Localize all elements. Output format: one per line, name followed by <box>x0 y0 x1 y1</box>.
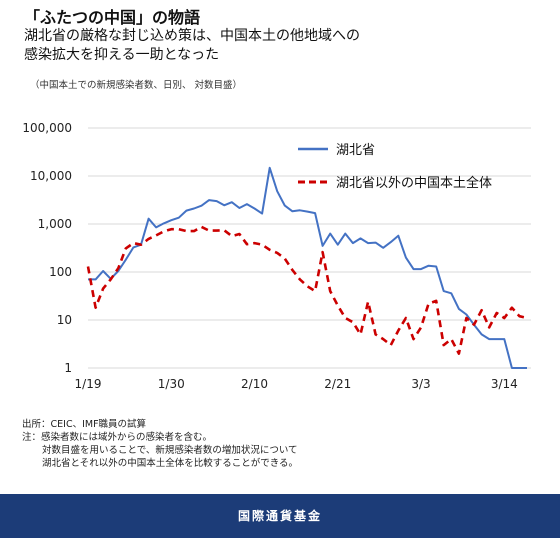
footer-bar: 国際通貨基金 <box>0 494 560 538</box>
x-tick-label: 3/3 <box>411 377 430 391</box>
subtitle-line-1: 湖北省の厳格な封じ込め策は、中国本土の他地域への <box>24 28 360 44</box>
chart-subtitle: 湖北省の厳格な封じ込め策は、中国本土の他地域への 感染拡大を抑える一助となった <box>24 27 360 65</box>
series-line-rest-of-china <box>86 225 528 355</box>
line-chart: 1 10 100 1,000 10,000 100,000 1/19 1/30 2/10 2/21… <box>22 121 531 391</box>
legend-label-rest-of-china: 湖北省以外の中国本土全体 <box>336 175 492 191</box>
note-line: 注：感染者数には域外からの感染者を含む。 <box>22 432 213 443</box>
chart-title: 「ふたつの中国」の物語 <box>24 8 201 27</box>
x-tick-label: 2/21 <box>324 377 351 391</box>
series-line-hubei <box>88 166 527 369</box>
y-tick-label: 100 <box>49 265 72 279</box>
source-line: 出所：CEIC、IMF職員の試算 <box>22 419 147 430</box>
source-notes: 出所：CEIC、IMF職員の試算 注：感染者数には域外からの感染者を含む。 対数… <box>22 418 298 470</box>
y-tick-label: 1,000 <box>38 217 72 231</box>
y-tick-label: 10 <box>57 313 72 327</box>
x-tick-label: 1/30 <box>158 377 185 391</box>
y-tick-label: 100,000 <box>22 121 72 135</box>
x-tick-label: 1/19 <box>75 377 102 391</box>
legend-label-hubei: 湖北省 <box>336 143 375 158</box>
x-tick-label: 3/14 <box>491 377 518 391</box>
chart-units-note: （中国本土での新規感染者数、日別、 対数目盛） <box>30 80 243 91</box>
x-tick-label: 2/10 <box>241 377 268 391</box>
organization-name: 国際通貨基金 <box>237 509 322 523</box>
y-tick-label: 1 <box>64 361 72 375</box>
y-tick-label: 10,000 <box>30 169 72 183</box>
note-line-indented: 湖北省とそれ以外の中国本土全体を比較することができる。 <box>42 458 299 469</box>
subtitle-line-2: 感染拡大を抑える一助となった <box>24 47 220 63</box>
note-line-indented: 対数目盛を用いることで、新規感染者数の増加状況について <box>42 445 298 456</box>
